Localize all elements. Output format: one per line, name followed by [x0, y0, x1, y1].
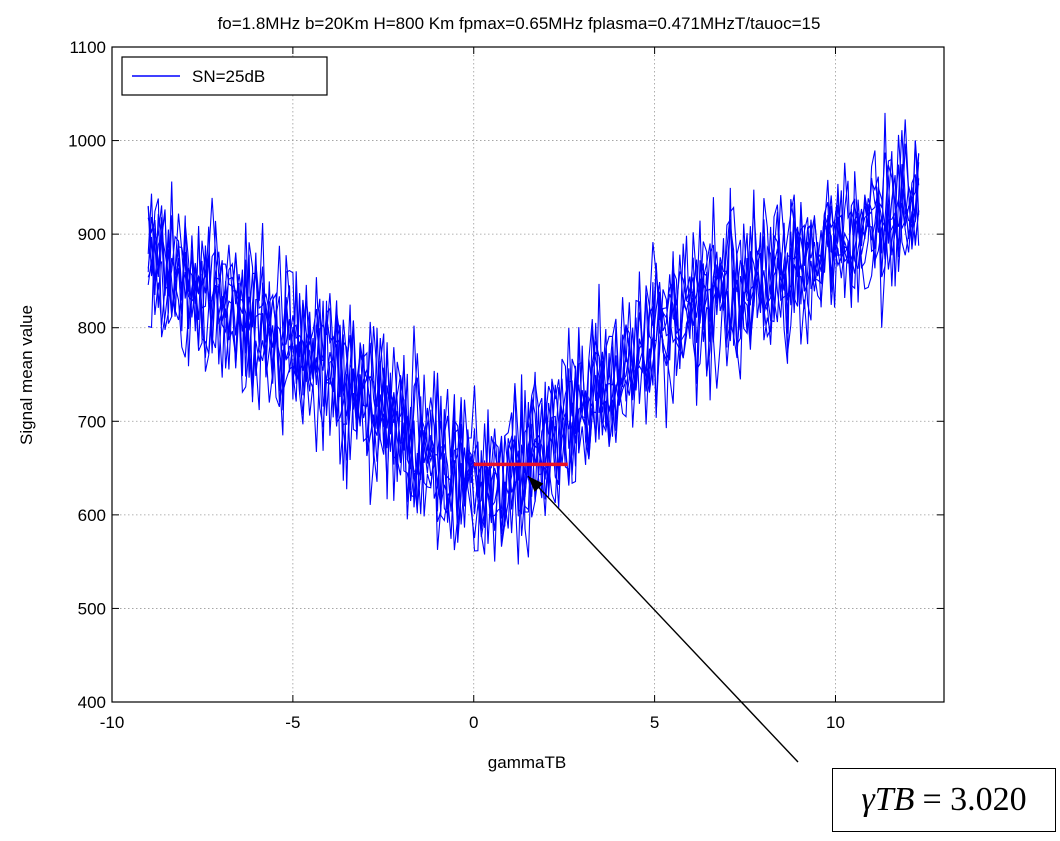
- y-axis-label: Signal mean value: [17, 305, 36, 445]
- annotation-arrow: [527, 475, 799, 763]
- y-tick-label: 1000: [68, 132, 106, 151]
- plot-frame: [111, 46, 945, 703]
- y-tick-label: 700: [78, 412, 106, 431]
- series-line: [147, 112, 920, 565]
- x-tick-label: 10: [826, 713, 845, 732]
- y-tick-label: 800: [78, 319, 106, 338]
- series-line: [147, 140, 920, 547]
- x-tick-label: 0: [469, 713, 478, 732]
- legend: SN=25dB: [121, 56, 328, 96]
- series-line: [147, 162, 920, 543]
- y-tick-label: 400: [78, 693, 106, 712]
- y-tick-label: 500: [78, 599, 106, 618]
- y-tick-label: 600: [78, 506, 106, 525]
- chart-title: fo=1.8MHz b=20Km H=800 Km fpmax=0.65MHz …: [218, 14, 821, 33]
- annotation-box: γTB = 3.020: [832, 768, 1056, 832]
- x-axis-label: gammaTB: [488, 753, 566, 772]
- series-line: [148, 150, 920, 562]
- grid: [112, 47, 944, 702]
- arrow-head: [528, 476, 544, 492]
- series-line: [147, 130, 920, 550]
- x-tick-label: -10: [100, 713, 125, 732]
- y-tick-label: 1100: [69, 38, 106, 57]
- annotation-variable: γTB: [861, 781, 915, 818]
- annotation-value: = 3.020: [922, 781, 1027, 818]
- x-tick-label: 5: [650, 713, 659, 732]
- x-tick-label: -5: [285, 713, 300, 732]
- tick-layer: -10 -5 0 5 10 400 500 600 700 800 900 1000 1100: [68, 38, 944, 732]
- series-layer: [147, 112, 920, 565]
- y-tick-label: 900: [78, 225, 106, 244]
- arrow-shaft: [527, 475, 799, 763]
- legend-entry-label: SN=25dB: [192, 67, 265, 86]
